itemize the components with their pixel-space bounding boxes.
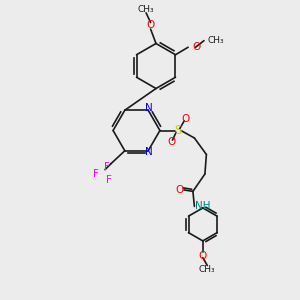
- Text: O: O: [146, 20, 155, 30]
- Text: NH: NH: [195, 201, 211, 211]
- Text: CH₃: CH₃: [138, 4, 154, 14]
- Text: O: O: [181, 114, 190, 124]
- Text: O: O: [192, 42, 200, 52]
- Text: F: F: [106, 175, 112, 185]
- Text: O: O: [199, 251, 207, 261]
- Text: CH₃: CH₃: [199, 265, 216, 274]
- Text: N: N: [145, 147, 153, 157]
- Text: CH₃: CH₃: [208, 36, 224, 45]
- Text: O: O: [175, 185, 184, 195]
- Text: F: F: [104, 162, 110, 172]
- Text: O: O: [167, 137, 176, 147]
- Text: F: F: [93, 169, 99, 179]
- Text: N: N: [145, 103, 153, 113]
- Text: S: S: [174, 124, 182, 137]
